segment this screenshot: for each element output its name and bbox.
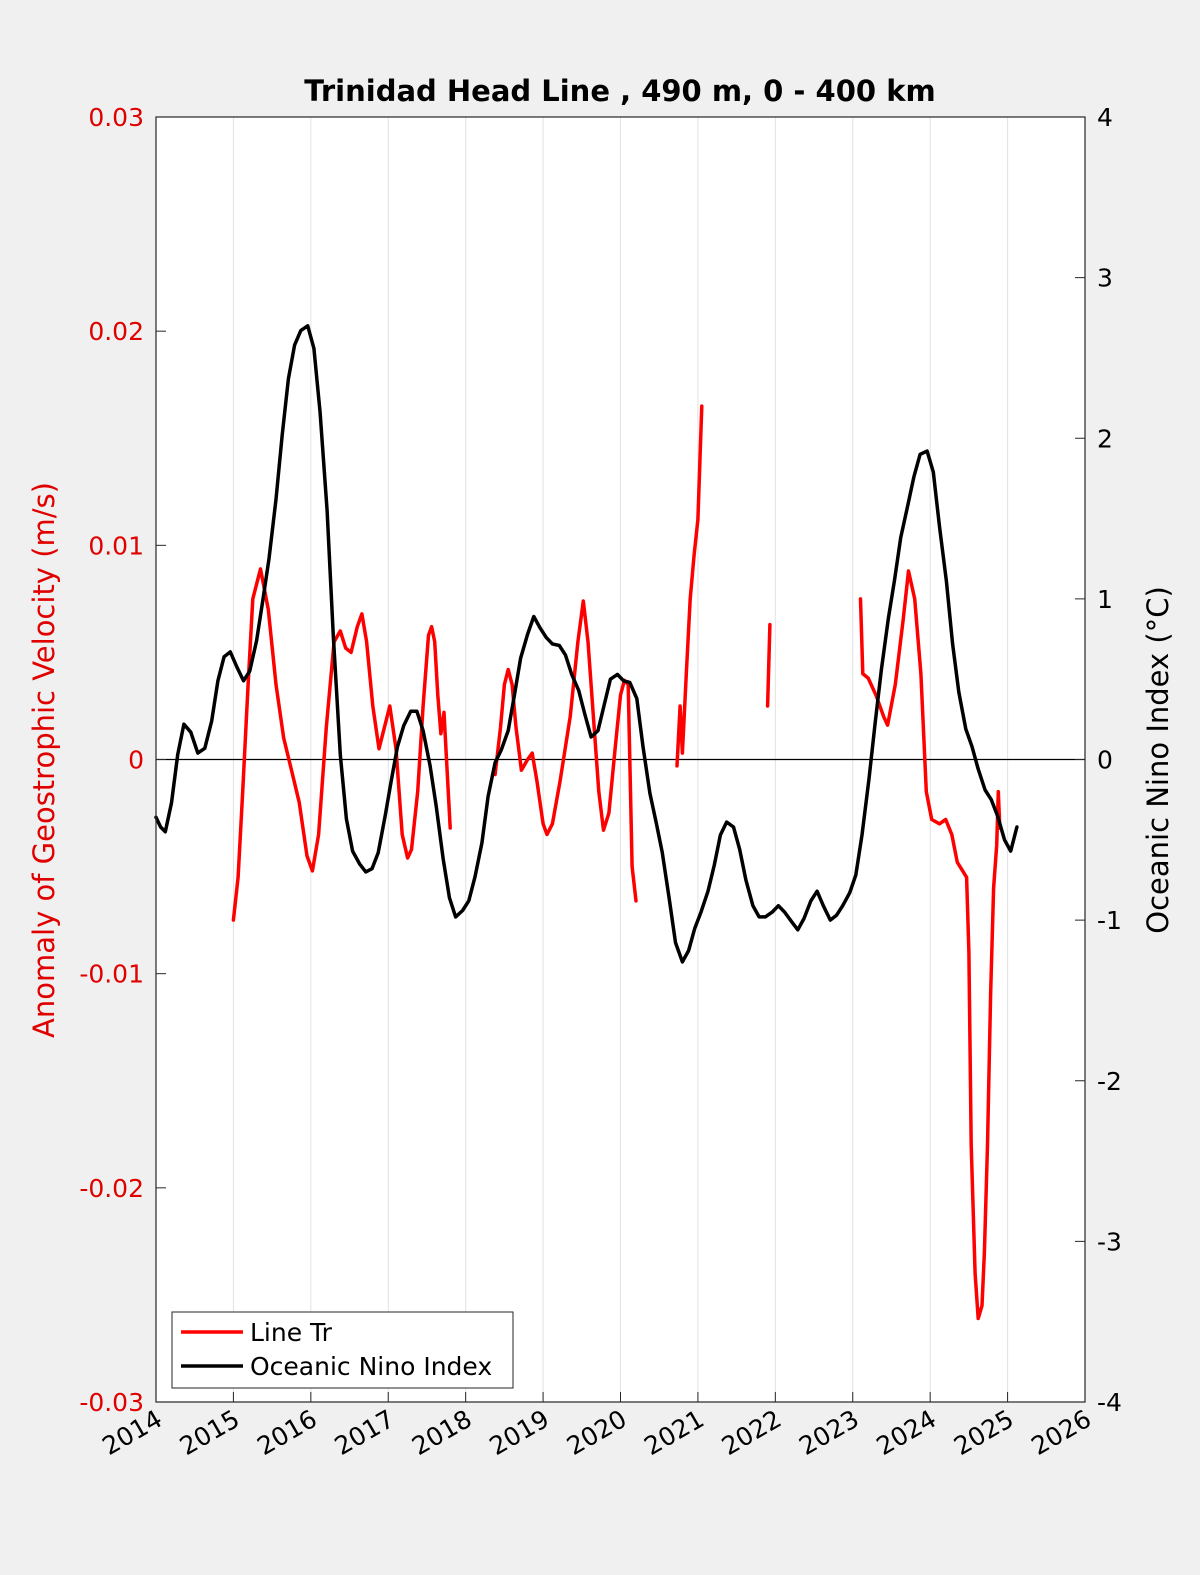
y-right-tick-label: 0: [1097, 746, 1113, 775]
y-right-tick-label: -1: [1097, 906, 1122, 935]
legend-line-tr-label: Line Tr: [250, 1318, 333, 1347]
y-right-tick-label: 3: [1097, 264, 1113, 293]
y-left-tick-label: -0.01: [79, 960, 144, 989]
y-left-tick-label: 0.02: [88, 317, 144, 346]
y-left-tick-label: -0.03: [79, 1388, 144, 1417]
y-left-tick-label: 0: [128, 746, 144, 775]
y-axis-right-label: Oceanic Nino Index (°C): [1141, 586, 1175, 934]
legend-oni-label: Oceanic Nino Index: [250, 1352, 492, 1381]
y-axis-left-label: Anomaly of Geostrophic Velocity (m/s): [27, 482, 61, 1038]
line-tr-series-segment: [231, 567, 452, 922]
chart-title: Trinidad Head Line , 490 m, 0 - 400 km: [304, 74, 935, 108]
y-right-tick-label: 4: [1097, 103, 1113, 132]
line-tr-series-segment: [675, 404, 704, 768]
legend: Line Tr Oceanic Nino Index: [171, 1311, 514, 1389]
y-right-tick-label: -2: [1097, 1067, 1122, 1096]
left-axis: -0.03 -0.02 -0.01 0 0.01 0.02 0.03: [79, 103, 166, 1417]
line-tr-series-segment: [765, 622, 772, 708]
y-left-tick-label: 0.01: [88, 531, 144, 560]
series-layer: [154, 324, 1019, 1321]
y-right-tick-label: -4: [1097, 1388, 1122, 1417]
y-right-tick-label: 2: [1097, 424, 1113, 453]
oni-series-line: [154, 324, 1019, 964]
line-tr-series-segment: [858, 569, 1002, 1321]
legend-box: [171, 1311, 514, 1389]
y-right-tick-label: -3: [1097, 1227, 1122, 1256]
y-right-tick-label: 1: [1097, 585, 1113, 614]
y-left-tick-label: -0.02: [79, 1174, 144, 1203]
y-left-tick-label: 0.03: [88, 103, 144, 132]
right-axis: -4 -3 -2 -1 0 1 2 3 4: [1075, 103, 1122, 1417]
